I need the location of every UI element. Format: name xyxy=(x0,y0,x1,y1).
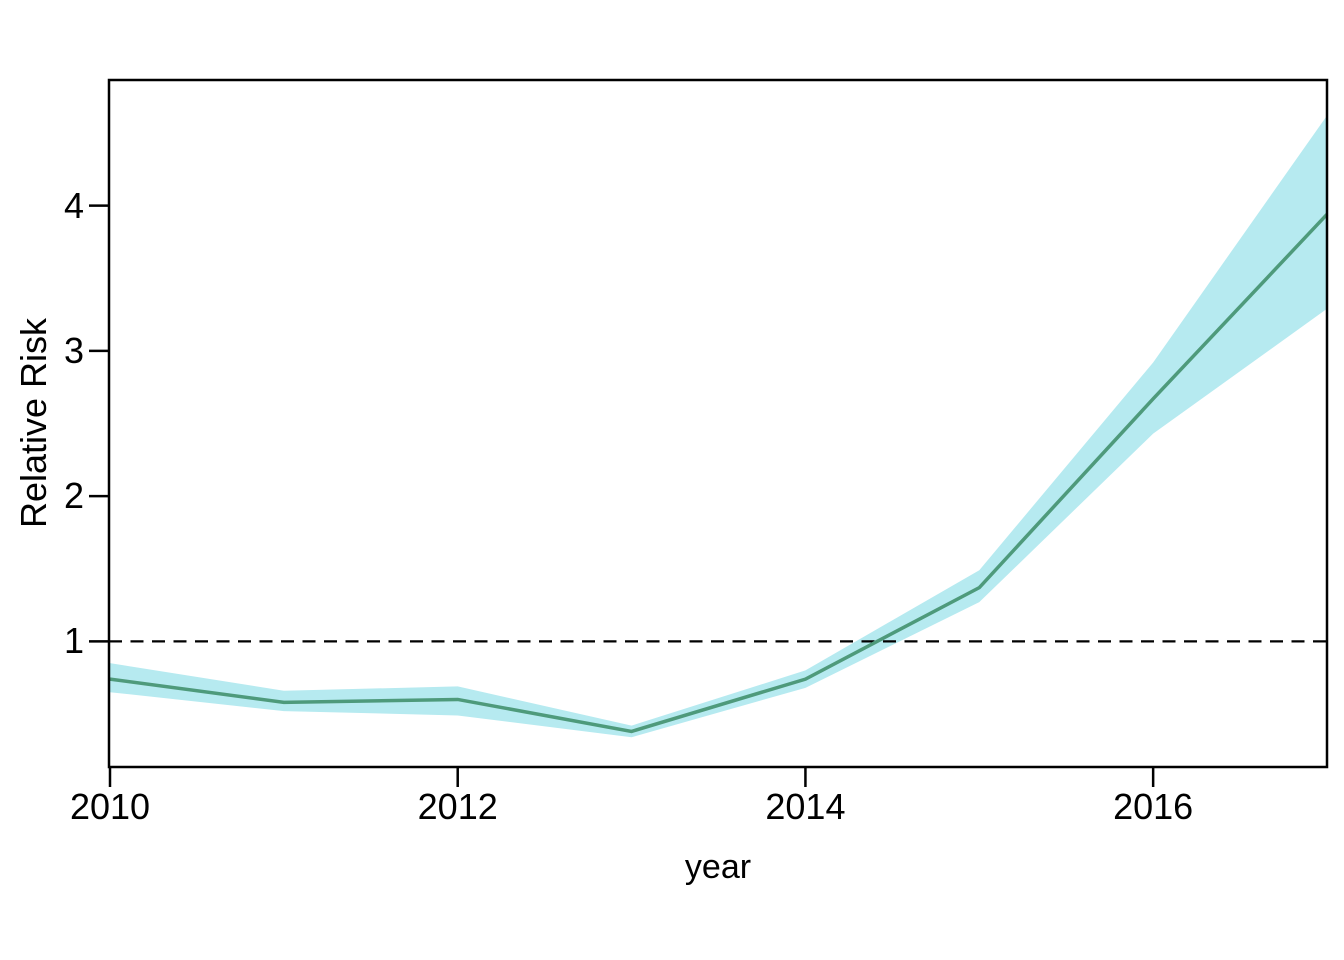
plot-border xyxy=(107,78,1329,769)
x-tick-label-2010: 2010 xyxy=(69,786,151,827)
x-tick-label-2012: 2012 xyxy=(417,786,498,827)
y-tick-label-3: 3 xyxy=(63,329,84,371)
y-tick-label-2: 2 xyxy=(63,475,84,517)
estimate-line xyxy=(109,213,1329,734)
y-tick-label-4: 4 xyxy=(63,184,84,226)
x-axis-title: year xyxy=(684,848,752,886)
x-tick-label-2014: 2014 xyxy=(765,786,846,827)
y-tick-label-1: 1 xyxy=(63,620,84,662)
confidence-band xyxy=(110,115,1327,738)
x-tick-label-2016: 2016 xyxy=(1113,786,1194,827)
